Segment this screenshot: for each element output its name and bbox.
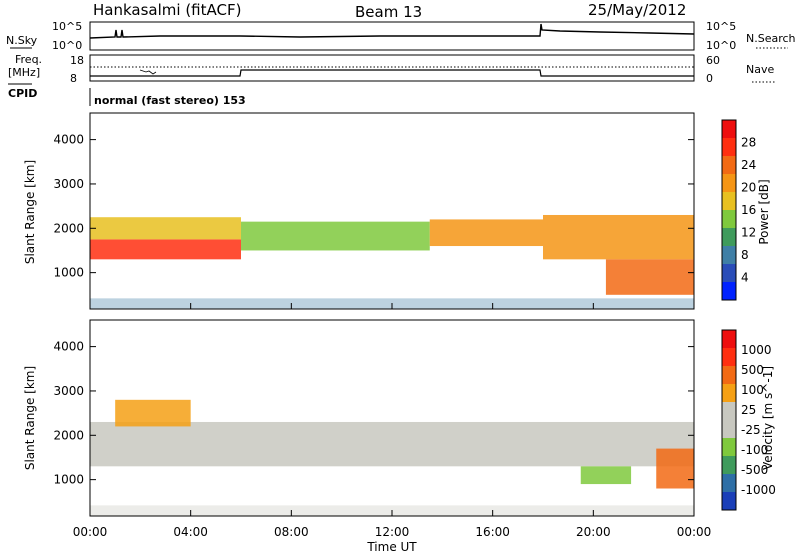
nsearch-tick-high: 10^5 [706,20,736,33]
power-data-layer [90,214,694,309]
y-tick-label: 1000 [53,266,84,280]
range-band [90,239,241,260]
velocity-y-ticks: 1000 2000 3000 4000 [53,340,694,487]
range-band [90,217,241,240]
time-x-ticks: 00:00 04:00 08:00 12:00 16:00 20:00 00:00 [73,303,712,539]
y-tick-label: 1000 [53,473,84,487]
colorbar-swatch [722,474,736,492]
colorbar-swatch [722,282,736,300]
power-panel: 1000 2000 3000 4000 Slant Range [km] 28 24 20… [23,112,771,310]
colorbar-swatch [722,156,736,174]
colorbar-swatch [722,246,736,264]
velocity-colorbar-label: Velocity [m s^-1] [761,366,775,470]
colorbar-tick-label: -100 [741,443,768,457]
range-band [605,259,694,295]
colorbar-tick-label: 1000 [741,343,772,357]
colorbar-swatch [722,120,736,138]
x-tick-label: 00:00 [73,525,108,539]
nsearch-tick-low: 10^0 [706,39,736,52]
colorbar-tick-label: 28 [741,136,756,150]
colorbar-tick-label: 500 [741,363,764,377]
freq-tick-low: 8 [70,72,77,85]
colorbar-swatch [722,174,736,192]
power-y-axis-label: Slant Range [km] [23,160,37,264]
nave-tick-high: 60 [706,54,720,67]
colorbar-swatch [722,366,736,384]
colorbar-swatch [722,264,736,282]
freq-tick-high: 18 [70,54,84,67]
colorbar-swatch [722,210,736,228]
date-title: 25/May/2012 [588,1,686,19]
nsky-tick-low: 10^0 [52,39,82,52]
nave-tick-low: 0 [706,72,713,85]
freq-label: Freq. [15,53,42,66]
colorbar-tick-label: -25 [741,423,761,437]
y-tick-label: 3000 [53,384,84,398]
colorbar-swatch [722,348,736,366]
colorbar-tick-label: 25 [741,403,756,417]
range-band [543,214,694,260]
colorbar-tick-label: -500 [741,463,768,477]
colorbar-swatch [722,228,736,246]
freq-unit: [MHz] [8,66,40,79]
x-tick-label: 20:00 [576,525,611,539]
freq-nave-panel: Freq. [MHz] 18 8 60 0 Nave [8,53,776,85]
nave-label: Nave [746,63,774,76]
x-tick-label: 12:00 [375,525,410,539]
velocity-colorbar: 1000 500 100 25 -25 -100 -500 -1000 [721,329,776,511]
range-band [241,221,430,251]
colorbar-tick-label: 12 [741,226,756,240]
colorbar-tick-label: 8 [741,248,749,262]
colorbar-frame [721,329,737,511]
x-tick-label: 00:00 [677,525,712,539]
range-band [656,448,694,489]
range-band [429,219,543,247]
time-x-axis-label: Time UT [366,540,417,554]
nsearch-label: N.Search [746,32,796,45]
y-tick-label: 2000 [53,221,84,235]
beam-title: Beam 13 [355,3,422,21]
colorbar-tick-label: 20 [741,181,756,195]
colorbar-tick-label: -1000 [741,483,776,497]
nsky-panel: N.Sky 10^5 10^0 10^5 10^0 N.Search [6,20,796,52]
nsky-tick-high: 10^5 [52,20,82,33]
station-title: Hankasalmi (fitACF) [93,1,241,19]
power-y-ticks: 1000 2000 3000 4000 [53,133,694,280]
range-band [115,399,191,427]
colorbar-swatch [722,138,736,156]
y-tick-label: 4000 [53,133,84,147]
x-tick-label: 08:00 [274,525,309,539]
colorbar-swatch [722,456,736,474]
colorbar-swatch [722,420,736,438]
colorbar-swatch [722,330,736,348]
colorbar-tick-label: 4 [741,271,749,285]
power-plot-frame [89,112,695,310]
x-tick-label: 04:00 [173,525,208,539]
colorbar-swatch [722,384,736,402]
colorbar-swatch [722,192,736,210]
colorbar-frame [721,119,737,301]
colorbar-tick-label: 16 [741,203,756,217]
velocity-data-layer [90,399,694,516]
colorbar-tick-label: 100 [741,383,764,397]
power-colorbar-label: Power [dB] [757,179,771,244]
velocity-panel: 1000 2000 3000 4000 Slant Range [km] 1000 50… [23,303,776,554]
velocity-y-axis-label: Slant Range [km] [23,366,37,470]
colorbar-swatch [722,402,736,420]
y-tick-label: 4000 [53,340,84,354]
colorbar-tick-label: 24 [741,158,756,172]
y-tick-label: 2000 [53,428,84,442]
cpid-text: normal (fast stereo) 153 [94,94,246,107]
range-band [580,466,632,485]
colorbar-swatch [722,492,736,510]
nsky-label: N.Sky [6,34,38,47]
power-colorbar: 28 24 20 16 12 8 4 [721,119,756,301]
x-tick-label: 16:00 [475,525,510,539]
range-band [90,421,694,467]
colorbar-swatch [722,438,736,456]
cpid-label: CPID [8,87,37,100]
y-tick-label: 3000 [53,177,84,191]
